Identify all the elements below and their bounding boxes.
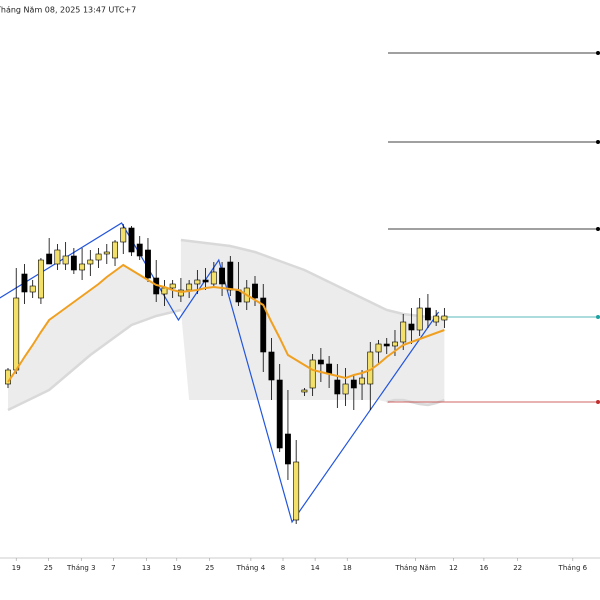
chart-title: Tháng Năm 08, 2025 13:47 UTC+7: [0, 6, 136, 15]
candle-body: [408, 323, 415, 331]
candle-body: [120, 227, 127, 243]
band-upper: [180, 238, 445, 320]
candle-body: [260, 297, 267, 353]
candle-body: [112, 241, 118, 259]
candle-body: [70, 255, 77, 271]
candle-body: [210, 271, 217, 285]
candle-body: [37, 259, 44, 299]
candle-body: [309, 359, 316, 389]
candle-body: [400, 321, 407, 343]
x-tick-label: 12: [449, 564, 458, 572]
candle-body: [342, 383, 349, 395]
candle-body: [95, 253, 102, 261]
candle-body: [326, 363, 333, 375]
candle-body: [424, 307, 431, 321]
candle-body: [194, 279, 201, 285]
x-tick-label: 19: [172, 564, 181, 572]
candle-body: [29, 285, 36, 293]
band-area: [7, 265, 181, 410]
x-tick-label: Tháng Năm: [394, 564, 436, 572]
candle-body: [128, 227, 135, 253]
x-tick-label: 18: [343, 564, 352, 572]
level-dot: [596, 227, 600, 231]
candle-body: [54, 249, 61, 265]
x-tick-label: 7: [111, 564, 115, 572]
moving-average: [7, 263, 445, 383]
candle-body: [301, 389, 308, 393]
candle-body: [62, 255, 69, 265]
candle-body: [79, 263, 86, 271]
x-tick-label: 25: [205, 564, 214, 572]
candle-body: [441, 315, 448, 321]
x-tick-label: 8: [281, 564, 285, 572]
level-dot: [596, 400, 600, 404]
x-tick-label: 13: [142, 564, 151, 572]
band-lower: [7, 308, 445, 412]
candle-body: [202, 279, 209, 283]
candle-body: [433, 315, 440, 323]
candle-body: [317, 359, 324, 365]
level-dot: [596, 140, 600, 144]
candle-body: [161, 287, 168, 295]
x-tick-label: 16: [479, 564, 488, 572]
candle-body: [285, 433, 291, 465]
x-tick-label: Tháng 6: [558, 564, 588, 572]
candle-body: [145, 249, 151, 279]
candle-body: [227, 261, 234, 291]
x-tick-label: 22: [513, 564, 522, 572]
candle-body: [416, 307, 423, 331]
candle-body: [268, 351, 275, 381]
candle-body: [375, 343, 382, 353]
x-tick-label: Tháng 4: [236, 564, 266, 572]
candle-body: [293, 461, 300, 521]
candle-body: [13, 297, 20, 371]
x-tick-label: 19: [12, 564, 21, 572]
candle-body: [169, 283, 176, 289]
level-dot: [596, 51, 600, 55]
level-dot: [596, 315, 600, 319]
candle-body: [21, 273, 28, 293]
candle-body: [103, 251, 110, 255]
candle-body: [136, 243, 143, 257]
candle-body: [383, 343, 390, 347]
candle-body: [392, 341, 398, 347]
x-tick-label: 25: [44, 564, 53, 572]
x-tick-label: 14: [311, 564, 320, 572]
x-tick-label: Tháng 3: [66, 564, 96, 572]
candle-body: [46, 253, 53, 265]
candle-body: [350, 379, 357, 389]
candle-body: [252, 283, 258, 299]
candle-body: [87, 259, 94, 265]
candle-body: [359, 377, 365, 385]
candle-body: [334, 379, 341, 395]
candle-body: [186, 283, 193, 291]
candle-body: [276, 379, 283, 449]
candle-body: [219, 267, 226, 285]
